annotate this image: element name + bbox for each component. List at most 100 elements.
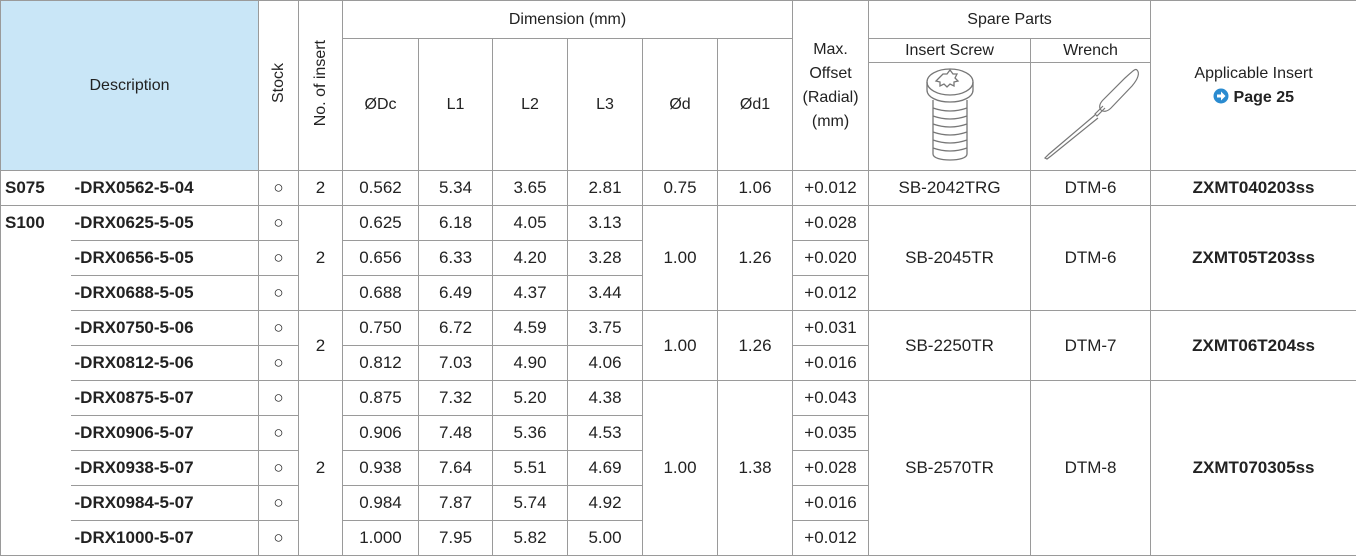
header-text: Description [89, 76, 170, 94]
description: -DRX0656-5-05 [70, 240, 259, 276]
header-text: (mm) [811, 112, 850, 130]
header-cell [868, 62, 1032, 171]
insert-screw: SB-2250TR [868, 310, 1032, 381]
dimension-l2: 5.20 [492, 380, 568, 416]
header-text: Offset [809, 64, 852, 82]
description: -DRX0625-5-05 [70, 205, 259, 241]
max-offset: +0.031 [792, 310, 870, 346]
table-row: -DRX0812-5-06 ○ 0.812 7.03 4.90 4.06 +0.016 [1, 345, 1356, 381]
stock: ○ [258, 520, 299, 556]
stock: ○ [258, 275, 299, 311]
dimension-dc: 0.688 [342, 275, 419, 311]
table-row: -DRX0688-5-05 ○ 0.688 6.49 4.37 3.44 +0.012 [1, 275, 1356, 311]
dimension-l1: 7.64 [418, 450, 493, 486]
max-offset: +0.028 [792, 450, 870, 486]
max-offset: +0.035 [792, 415, 870, 451]
header-cell: Max. Offset (Radial) (mm) [792, 0, 870, 171]
dimension-l3: 2.81 [567, 170, 643, 206]
arrow-icon [1213, 88, 1229, 103]
header-cell: Description [0, 0, 259, 171]
dimension-dc: 0.812 [342, 345, 419, 381]
header-text: Spare Parts [967, 10, 1052, 28]
description: -DRX0984-5-07 [70, 485, 259, 521]
max-offset: +0.043 [792, 380, 870, 416]
dimension-l3: 3.75 [567, 310, 643, 346]
dimension-d: 1.00 [642, 380, 718, 556]
series-prefix: S075 [0, 170, 71, 206]
header-text: L3 [596, 95, 614, 113]
dimension-l3: 3.28 [567, 240, 643, 276]
header-text: Dimension (mm) [508, 10, 627, 28]
header-text: Max. [813, 40, 848, 58]
stock: ○ [258, 170, 299, 206]
header-text: (Radial) [802, 88, 859, 106]
screw-icon [925, 68, 974, 161]
header-text: L2 [521, 95, 539, 113]
wrench-icon [1043, 68, 1139, 160]
dimension-l2: 5.51 [492, 450, 568, 486]
table-row: -DRX1000-5-07 ○ 1.000 7.95 5.82 5.00 +0.012 [1, 520, 1356, 556]
page-text: Page 25 [1233, 88, 1295, 106]
header-cell: ØDc [342, 38, 419, 171]
description: -DRX0562-5-04 [70, 170, 259, 206]
dimension-l2: 5.36 [492, 415, 568, 451]
dimension-l1: 5.34 [418, 170, 493, 206]
dimension-l2: 4.59 [492, 310, 568, 346]
dimension-dc: 0.938 [342, 450, 419, 486]
dimension-d: 1.00 [642, 205, 718, 311]
dimension-l3: 4.92 [567, 485, 643, 521]
dimension-l1: 7.32 [418, 380, 493, 416]
dimension-l3: 4.38 [567, 380, 643, 416]
dimension-l3: 4.06 [567, 345, 643, 381]
dimension-l1: 6.33 [418, 240, 493, 276]
dimension-d1: 1.26 [716, 205, 794, 311]
header-cell: Wrench [1030, 38, 1152, 63]
header-text: Stock [269, 62, 287, 103]
header-text: Applicable Insert [1194, 64, 1313, 82]
dimension-dc: 0.750 [342, 310, 419, 346]
description: -DRX0906-5-07 [70, 415, 259, 451]
max-offset: +0.016 [792, 345, 870, 381]
dimension-l1: 7.87 [418, 485, 493, 521]
insert-count: 2 [298, 170, 343, 206]
description: -DRX0938-5-07 [70, 450, 259, 486]
stock: ○ [258, 205, 299, 241]
header-text: ØDc [364, 95, 397, 113]
insert-count: 2 [298, 205, 343, 311]
dimension-l1: 6.18 [418, 205, 493, 241]
table-body: S075 -DRX0562-5-04 ○ 2 0.562 5.34 3.65 2.81 0.75… [0, 170, 1356, 556]
page-ref: Page 25 [1152, 86, 1356, 110]
stock: ○ [258, 310, 299, 346]
applicable-insert: ZXMT05T203ss [1150, 205, 1356, 311]
dimension-dc: 0.984 [342, 485, 419, 521]
header-cell: Spare Parts [868, 0, 1152, 39]
dimension-l3: 4.53 [567, 415, 643, 451]
dimension-l2: 4.20 [492, 240, 568, 276]
insert-screw: SB-2042TRG [868, 170, 1032, 206]
header-cell: L2 [492, 38, 568, 171]
table-row: -DRX0938-5-07 ○ 0.938 7.64 5.51 4.69 +0.028 [1, 450, 1356, 486]
header-cell: L3 [567, 38, 643, 171]
dimension-l1: 6.49 [418, 275, 493, 311]
applicable-insert: ZXMT040203ss [1150, 170, 1356, 206]
max-offset: +0.012 [792, 520, 870, 556]
header-text: Insert Screw [905, 41, 994, 59]
dimension-d1: 1.26 [716, 310, 794, 381]
max-offset: +0.012 [792, 275, 870, 311]
dimension-l3: 5.00 [567, 520, 643, 556]
dimension-l2: 4.37 [492, 275, 568, 311]
dimension-d1: 1.06 [716, 170, 794, 206]
header-cell: Insert Screw [868, 38, 1032, 63]
header-cell [1030, 62, 1152, 171]
dimension-l1: 7.03 [418, 345, 493, 381]
table-row: S100 -DRX0625-5-05 ○ 2 0.625 6.18 4.05 3.13 1.00… [0, 205, 1356, 556]
dimension-l3: 3.44 [567, 275, 643, 311]
description: -DRX0750-5-06 [70, 310, 259, 346]
header-text: L1 [446, 95, 465, 113]
dimension-l1: 7.48 [418, 415, 493, 451]
dimension-l2: 4.90 [492, 345, 568, 381]
insert-screw: SB-2045TR [868, 205, 1032, 311]
header-cell: Dimension (mm) [341, 0, 794, 39]
